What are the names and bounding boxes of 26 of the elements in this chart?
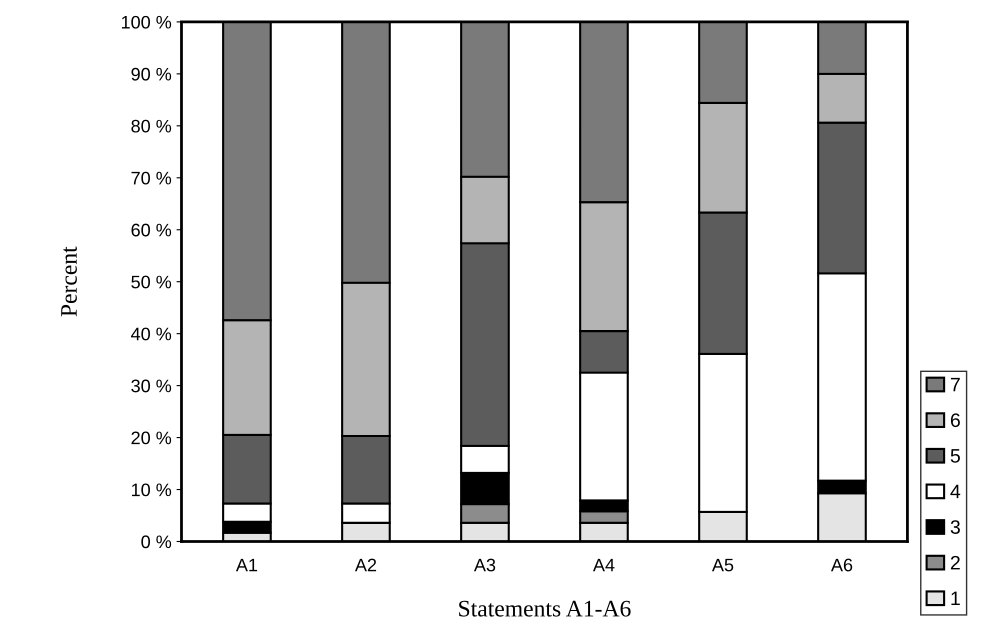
legend-label: 3 [950, 520, 960, 534]
legend-label: 1 [951, 592, 960, 606]
y-tick-label: 100 % [122, 16, 172, 29]
y-tick-label: 50 % [131, 276, 172, 288]
y-tick-label: 20 % [132, 432, 172, 444]
x-tick-label: A4 [592, 558, 614, 572]
legend-label: 4 [950, 484, 960, 498]
legend-label: 7 [950, 378, 960, 392]
y-tick-label: 0 % [141, 535, 172, 548]
y-tick-label: 30 % [131, 380, 172, 392]
y-tick-label: 90 % [131, 68, 172, 81]
y-tick-label: 60 % [132, 224, 172, 236]
legend-label: 5 [950, 449, 960, 463]
x-tick-label: A6 [830, 558, 852, 572]
y-tick-label: 40 % [131, 328, 172, 340]
legend-label: 2 [950, 556, 960, 570]
y-tick-label: 80 % [131, 120, 172, 133]
y-tick-label: 10 % [132, 483, 172, 496]
x-tick-label: A3 [474, 558, 496, 572]
x-axis-title: Statements A1-A6 [459, 600, 631, 617]
legend-label: 6 [950, 413, 960, 428]
x-tick-label: A1 [236, 558, 258, 572]
y-tick-label: 70 % [132, 172, 172, 185]
y-axis-title: Percent [61, 246, 77, 316]
x-tick-label: A5 [712, 558, 734, 572]
x-tick-label: A2 [354, 558, 376, 572]
